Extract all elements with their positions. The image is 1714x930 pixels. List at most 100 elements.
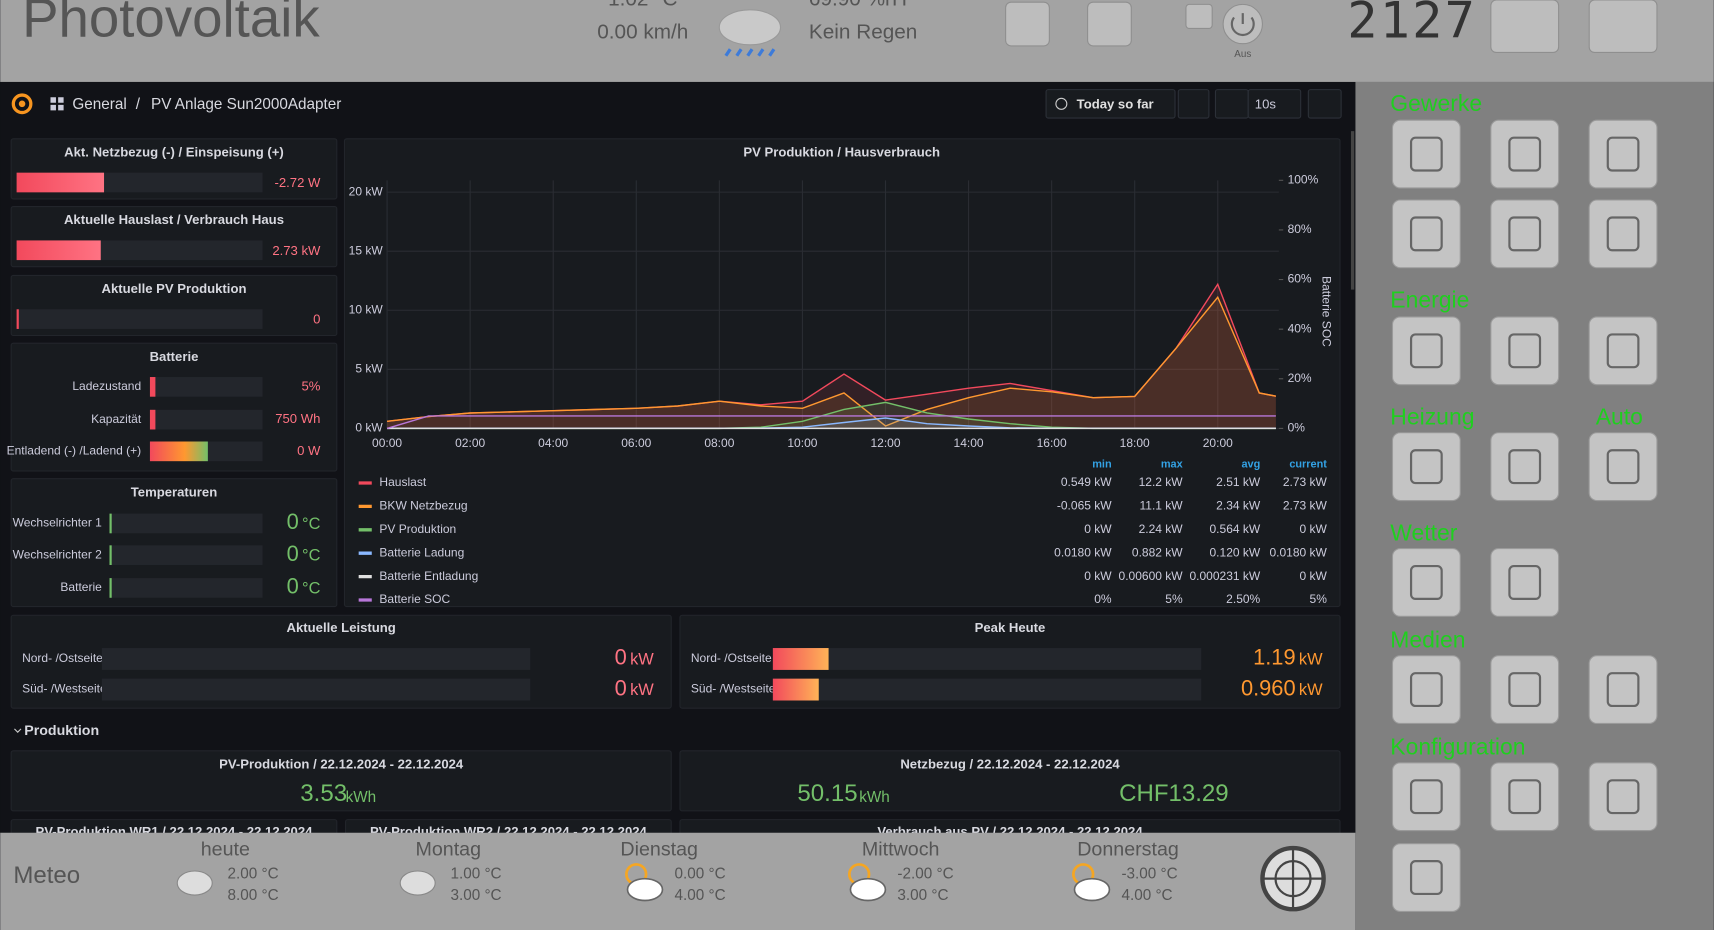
- grafana-logo: [11, 93, 33, 115]
- x-tick-label: 14:00: [954, 436, 984, 450]
- button[interactable]: [1005, 1, 1050, 47]
- button[interactable]: [1588, 0, 1658, 54]
- icon-button[interactable]: [1490, 119, 1560, 189]
- icon-button[interactable]: [1588, 432, 1658, 502]
- refresh-button[interactable]: [1214, 89, 1249, 119]
- gauge-track: [109, 578, 263, 598]
- icon-button[interactable]: [1490, 199, 1560, 269]
- icon-button[interactable]: [1391, 843, 1461, 912]
- row-label: Batterie: [60, 580, 102, 594]
- radar-icon: [1260, 845, 1326, 912]
- icon-button[interactable]: [1391, 762, 1461, 832]
- icon-glyph: [1409, 216, 1443, 252]
- day-name: Mittwoch: [862, 838, 940, 860]
- x-tick-label: 06:00: [621, 436, 651, 450]
- gauge-value: 0: [313, 312, 320, 327]
- button[interactable]: [1185, 3, 1213, 29]
- gauge-value: -2.72 W: [275, 175, 322, 190]
- icon-button[interactable]: [1391, 199, 1461, 269]
- section-label: Heizung: [1390, 404, 1474, 430]
- row-label: Wechselrichter 2: [13, 547, 103, 561]
- panel-title: Peak Heute: [975, 620, 1046, 635]
- value: 0: [615, 645, 627, 670]
- icon-button[interactable]: [1490, 432, 1560, 502]
- icon-button[interactable]: [1391, 316, 1461, 386]
- panel-title: Aktuelle Leistung: [287, 620, 396, 635]
- wind: 0.00 km/h: [597, 20, 688, 43]
- time-range: Today so far: [1077, 96, 1154, 111]
- refresh-picker[interactable]: [1247, 89, 1302, 119]
- icon-button[interactable]: [1588, 655, 1658, 725]
- meteo-bar: [0, 832, 1356, 930]
- legend-stat: -0.065 kW: [1057, 499, 1112, 513]
- unit: kW: [630, 650, 654, 668]
- legend-stat: 2.50%: [1226, 592, 1260, 606]
- series-line: [386, 415, 1276, 430]
- meteo-title: Meteo: [13, 862, 80, 889]
- icon-button[interactable]: [1490, 548, 1560, 617]
- gauge-fill: [16, 240, 101, 261]
- icon-button[interactable]: [1391, 119, 1461, 189]
- icon-glyph: [1409, 779, 1443, 815]
- row-label: Nord- /Ostseite: [691, 651, 772, 665]
- panel-title: Aktuelle Hauslast / Verbrauch Haus: [64, 212, 284, 227]
- icon-button[interactable]: [1588, 316, 1658, 386]
- y-tick-label: 15 kW: [349, 243, 384, 257]
- breadcrumb-folder[interactable]: General: [72, 96, 126, 113]
- icon-glyph: [1508, 779, 1542, 815]
- icon-button[interactable]: [1391, 432, 1461, 502]
- legend-stat: 2.51 kW: [1216, 475, 1261, 489]
- section-label: Energie: [1390, 287, 1469, 313]
- legend-header: avg: [1241, 458, 1260, 470]
- stat-value: 50.15: [797, 780, 857, 807]
- icon-button[interactable]: [1588, 762, 1658, 832]
- power-icon: [1230, 13, 1255, 37]
- icon-button[interactable]: [1490, 762, 1560, 832]
- unit: kW: [630, 681, 654, 699]
- day-name: heute: [201, 838, 250, 860]
- power-button[interactable]: [1222, 3, 1263, 45]
- tv-mode[interactable]: [1307, 89, 1342, 119]
- gauge-fill: [149, 377, 156, 397]
- icon-glyph: [1409, 333, 1443, 369]
- panel: [343, 138, 1341, 608]
- rain: Kein Regen: [809, 20, 917, 43]
- legend-name: PV Produktion: [379, 522, 456, 536]
- icon-button[interactable]: [1490, 655, 1560, 725]
- icon-glyph: [1508, 216, 1542, 252]
- panel: [679, 750, 1341, 812]
- gauge-fill: [16, 309, 19, 329]
- legend-header: current: [1289, 458, 1327, 470]
- icon-button[interactable]: [1490, 316, 1560, 386]
- stat-value: 3.53: [300, 780, 347, 807]
- icon-button[interactable]: [1588, 199, 1658, 269]
- button[interactable]: [1087, 1, 1132, 47]
- panel: [10, 750, 672, 812]
- icon-button[interactable]: [1588, 119, 1658, 189]
- page-title: Photovoltaik: [22, 0, 320, 48]
- stat-unit: kWh: [346, 789, 377, 806]
- unit: °C: [302, 579, 321, 597]
- zoom-out[interactable]: [1177, 89, 1210, 119]
- time-picker[interactable]: [1045, 89, 1176, 119]
- icon-glyph: [1508, 672, 1542, 708]
- legend-stat: 0.120 kW: [1209, 545, 1260, 559]
- button[interactable]: [1490, 0, 1560, 54]
- legend-stat: 0.564 kW: [1209, 522, 1260, 536]
- legend-name: Batterie Ladung: [379, 545, 464, 559]
- legend-stat: 0.549 kW: [1061, 475, 1112, 489]
- unit: kW: [1299, 681, 1323, 699]
- y2-axis-label: Batterie SOC: [1320, 276, 1334, 347]
- value: 0: [287, 574, 299, 599]
- value: 0: [287, 541, 299, 566]
- icon-button[interactable]: [1391, 548, 1461, 617]
- icon-button[interactable]: [1391, 655, 1461, 725]
- gauge-track: [149, 377, 263, 397]
- temp-min: 1.00 °C: [450, 865, 501, 882]
- legend-stat: 0 kW: [1084, 522, 1112, 536]
- section-label: Konfiguration: [1390, 734, 1525, 760]
- day-name: Montag: [415, 838, 481, 860]
- scrollbar: [1350, 131, 1355, 290]
- icon-glyph: [1508, 449, 1542, 485]
